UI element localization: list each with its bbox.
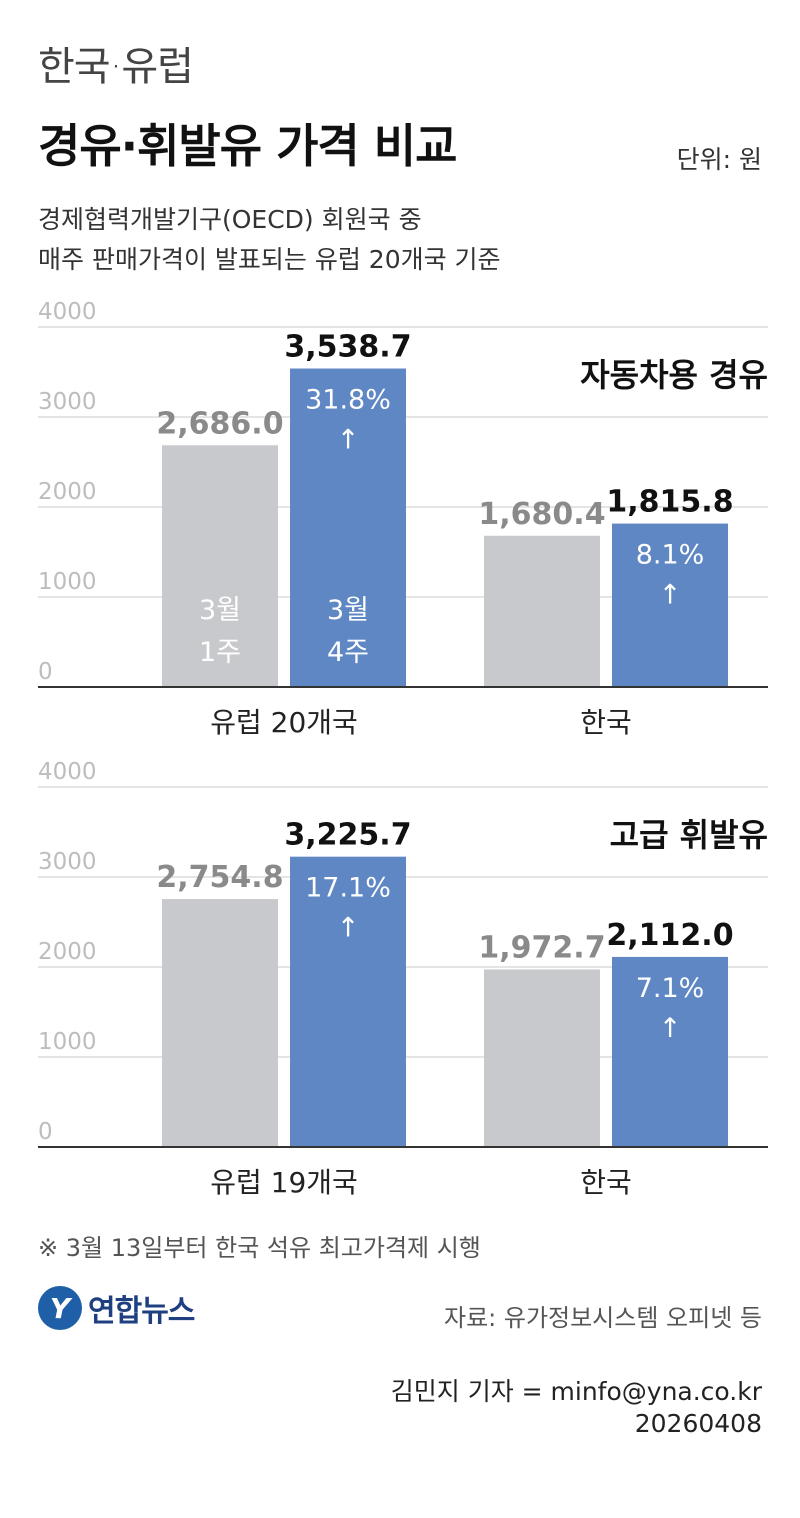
credit-reporter: 김민지 기자 = minfo@yna.co.kr — [390, 1377, 762, 1406]
y-tick-label: 3000 — [38, 849, 97, 875]
y-tick-label: 4000 — [38, 299, 97, 325]
arrow-up-icon: ↑ — [337, 425, 360, 456]
subtitle-line-1: 경제협력개발기구(OECD) 회원국 중 — [38, 205, 422, 234]
page-title: 경유·휘발유 가격 비교 — [38, 119, 457, 173]
logo: Y 연합뉴스 — [38, 1286, 195, 1330]
data-label: 1,972.7 — [478, 930, 605, 965]
bar — [484, 969, 600, 1147]
unit-label: 단위: 원 — [676, 145, 762, 174]
logo-text: 연합뉴스 — [88, 1294, 195, 1329]
credit-date: 20260408 — [634, 1409, 762, 1438]
bar — [290, 368, 406, 687]
subtitle: 경제협력개발기구(OECD) 회원국 중 매주 판매가격이 발표되는 유럽 20… — [38, 200, 501, 280]
source: 자료: 유가정보시스템 오피넷 등 — [443, 1304, 762, 1332]
data-label: 3,225.7 — [284, 818, 411, 853]
arrow-up-icon: ↑ — [337, 913, 360, 944]
change-label: 7.1% — [636, 973, 705, 1004]
y-tick-label: 4000 — [38, 759, 97, 785]
subtitle-line-2: 매주 판매가격이 발표되는 유럽 20개국 기준 — [38, 245, 501, 274]
change-label: 17.1% — [305, 873, 391, 904]
change-label: 8.1% — [636, 540, 705, 571]
y-tick-label: 2000 — [38, 939, 97, 965]
y-tick-label: 1000 — [38, 569, 97, 595]
bar — [612, 523, 728, 687]
x-category-label: 한국 — [580, 1166, 632, 1199]
data-label: 3,538.7 — [284, 330, 411, 365]
diesel-chart-svg: 0 1000 2000 3000 4000 자동차용 경유 2,686.0 3월 1주 3,538… — [38, 299, 768, 739]
gasoline-chart-svg: 0 1000 2000 3000 4000 고급 휘발유 2,754.83,225.7 17.… — [38, 759, 768, 1199]
arrow-up-icon: ↑ — [659, 1013, 682, 1044]
logo-icon: Y — [38, 1286, 82, 1330]
data-label: 2,754.8 — [156, 860, 283, 895]
title-top: 한국·유럽 — [38, 44, 194, 90]
bar — [162, 899, 278, 1147]
bar-inner-label: 3월 — [199, 595, 241, 626]
change-label: 31.8% — [305, 385, 391, 416]
arrow-up-icon: ↑ — [659, 580, 682, 611]
credit: 김민지 기자 = minfo@yna.co.kr 20260408 — [391, 1376, 762, 1440]
bar — [162, 445, 278, 687]
y-tick-label: 0 — [38, 659, 53, 685]
chart-title: 고급 휘발유 — [610, 816, 768, 854]
bar-inner-label: 3월 — [327, 595, 369, 626]
footnote: ※ 3월 13일부터 한국 석유 최고가격제 시행 — [38, 1234, 481, 1262]
x-category-label: 유럽 19개국 — [210, 1166, 358, 1199]
y-tick-label: 1000 — [38, 1029, 97, 1055]
diesel-chart: 0 1000 2000 3000 4000 자동차용 경유 2,686.0 3월 1주 3,538… — [0, 290, 800, 750]
y-tick-label: 0 — [38, 1119, 53, 1145]
bar-inner-label: 4주 — [327, 637, 369, 668]
bar-inner-label: 1주 — [199, 637, 241, 668]
data-label: 1,815.8 — [606, 485, 733, 520]
data-label: 1,680.4 — [478, 497, 605, 532]
bar — [612, 956, 728, 1147]
chart-title: 자동차용 경유 — [580, 356, 768, 394]
y-tick-label: 2000 — [38, 479, 97, 505]
gasoline-chart: 0 1000 2000 3000 4000 고급 휘발유 2,754.8 3,225.7 17.… — [0, 750, 800, 1210]
bar — [290, 856, 406, 1147]
data-label: 2,112.0 — [606, 918, 733, 953]
y-tick-label: 3000 — [38, 389, 97, 415]
data-label: 2,686.0 — [156, 406, 283, 441]
bar — [484, 535, 600, 687]
x-category-label: 한국 — [580, 706, 632, 739]
x-category-label: 유럽 20개국 — [210, 706, 358, 739]
